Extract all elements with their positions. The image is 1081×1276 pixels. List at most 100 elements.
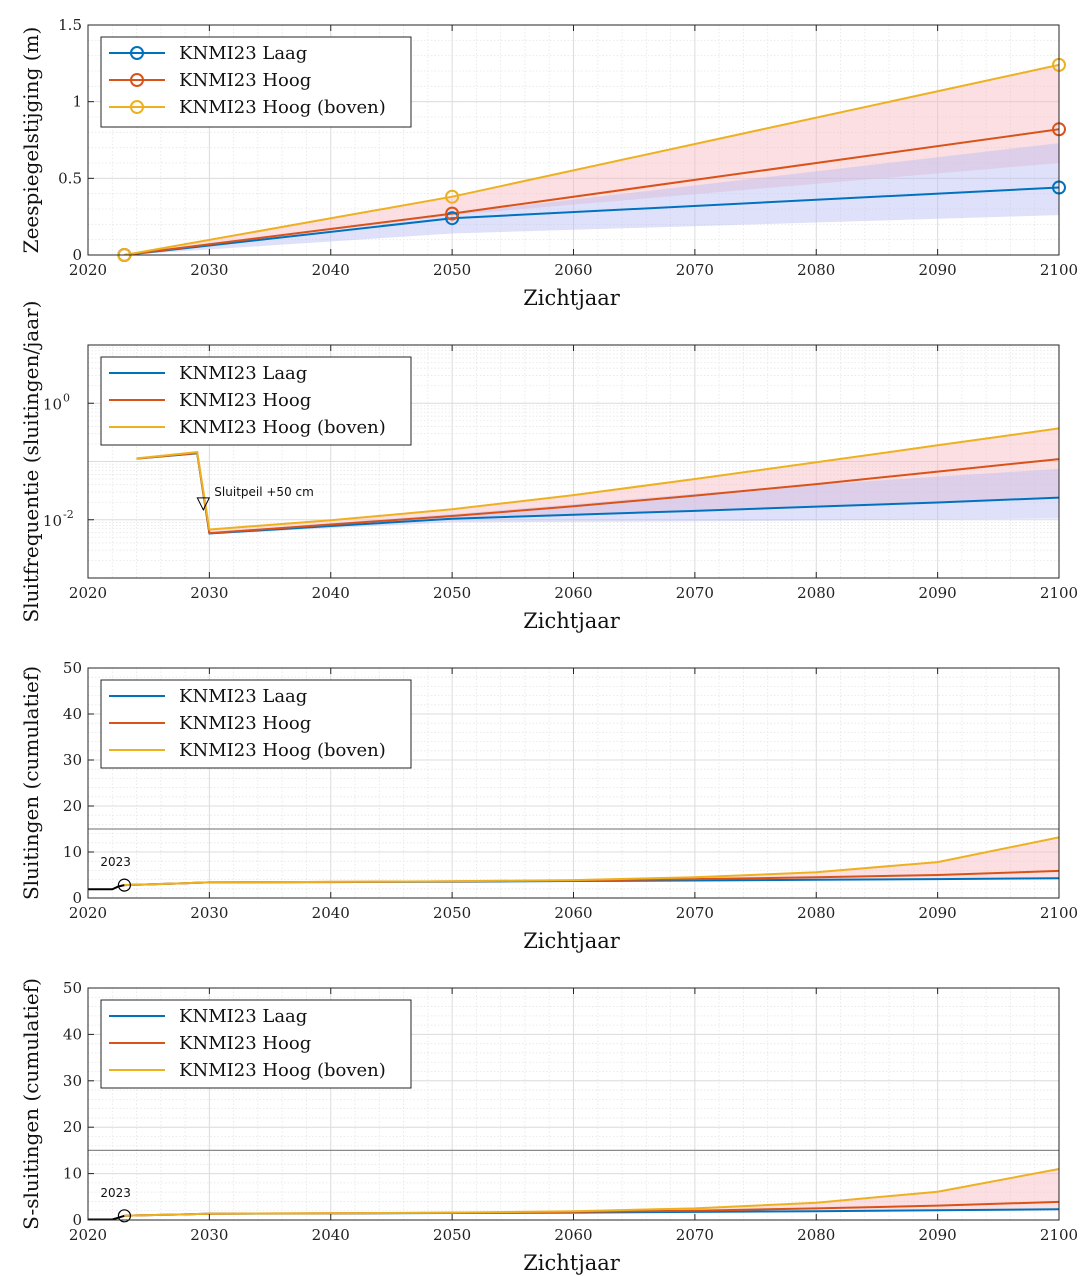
y-tick-label: 50 (63, 979, 82, 997)
x-tick-label: 2040 (312, 1226, 350, 1244)
legend-entry: KNMI23 Laag (179, 1006, 307, 1027)
x-tick-label: 2060 (554, 1226, 592, 1244)
series-marker-2 (445, 206, 460, 221)
uncertainty-band-red (209, 1169, 1059, 1214)
series-line-3 (124, 836, 1059, 887)
y-tick-label: 40 (63, 1025, 82, 1043)
series-line-2 (124, 128, 1059, 255)
x-tick-label: 2050 (433, 904, 471, 922)
plot-area (88, 828, 1059, 891)
x-tick-label: 2060 (554, 261, 592, 279)
y-tick-label: 0 (72, 246, 82, 264)
uncertainty-band-red (209, 837, 1059, 883)
legend-entry: KNMI23 Hoog (boven) (179, 740, 386, 761)
x-tick-label: 2100 (1040, 261, 1078, 279)
legend-entry: KNMI23 Laag (179, 686, 307, 707)
x-tick-label: 2030 (190, 1226, 228, 1244)
x-tick-label: 2100 (1040, 1226, 1078, 1244)
legend-entry: KNMI23 Hoog (179, 1033, 311, 1054)
series-line-3 (136, 427, 1059, 531)
x-tick-label: 2090 (919, 584, 957, 602)
triangle-marker (196, 497, 211, 511)
legend-entry: KNMI23 Laag (179, 363, 307, 384)
y-tick-label: 1.5 (58, 16, 82, 34)
y-axis-label: Sluitfrequentie (sluitingen/jaar) (19, 301, 43, 623)
x-tick-label: 2090 (919, 1226, 957, 1244)
series-line-3 (124, 63, 1059, 255)
uncertainty-band-red (124, 64, 1059, 255)
x-tick-label: 2050 (433, 584, 471, 602)
legend-entry: KNMI23 Hoog (179, 390, 311, 411)
x-tick-label: 2020 (69, 261, 107, 279)
y-tick-label: 20 (63, 1118, 82, 1136)
y-tick-label: 20 (63, 797, 82, 815)
x-tick-label: 2080 (797, 1226, 835, 1244)
history-line (88, 884, 125, 891)
x-tick-label: 2040 (312, 584, 350, 602)
x-tick-label: 2060 (554, 584, 592, 602)
y-tick-label: 10 (63, 1165, 82, 1183)
x-tick-label: 2070 (676, 904, 714, 922)
y-tick-label: 10 (43, 395, 62, 413)
y-tick-label: 10 (63, 843, 82, 861)
y-tick-exponent: -2 (63, 508, 74, 521)
legend-swatch-marker (130, 100, 144, 114)
x-tick-label: 2100 (1040, 584, 1078, 602)
x-axis-label: Zichtjaar (523, 286, 621, 310)
x-tick-label: 2050 (433, 1226, 471, 1244)
x-tick-label: 2020 (69, 584, 107, 602)
series-marker-3 (445, 189, 460, 204)
x-tick-label: 2040 (312, 904, 350, 922)
uncertainty-band-blue (124, 143, 1059, 255)
x-tick-label: 2100 (1040, 904, 1078, 922)
y-tick-label: 0 (72, 889, 82, 907)
y-axis-label: Zeespiegelstijging (m) (19, 27, 43, 254)
x-tick-label: 2030 (190, 584, 228, 602)
y-tick-label: 1 (72, 93, 82, 111)
chart-1: 2020 2030 2040 2050 2060 2070 2080 2090 2100 0 0.5… (19, 16, 1078, 310)
legend: KNMI23 Laag KNMI23 Hoog KNMI23 Hoog (boven… (100, 679, 412, 769)
x-tick-label: 2030 (190, 261, 228, 279)
legend-entry: KNMI23 Hoog (boven) (179, 1060, 386, 1081)
plot-area (136, 427, 1059, 535)
x-axis-label: Zichtjaar (523, 929, 621, 953)
start-point-marker (117, 1209, 132, 1223)
start-point-marker (117, 878, 132, 892)
x-tick-label: 2070 (676, 261, 714, 279)
start-point-label: 2023 (100, 855, 131, 869)
start-point-label: 2023 (100, 1186, 131, 1200)
legend: KNMI23 Laag KNMI23 Hoog KNMI23 Hoog (boven… (100, 36, 412, 128)
annotation-label: Sluitpeil +50 cm (214, 485, 314, 499)
legend-entry: KNMI23 Hoog (179, 713, 311, 734)
y-tick-exponent: 0 (63, 391, 70, 404)
legend: KNMI23 Laag KNMI23 Hoog KNMI23 Hoog (boven… (100, 999, 412, 1089)
y-axis-label: S-sluitingen (cumulatief) (19, 978, 43, 1230)
legend-swatch-marker (130, 46, 144, 60)
legend: KNMI23 Laag KNMI23 Hoog KNMI23 Hoog (boven… (100, 356, 412, 446)
legend-entry: KNMI23 Hoog (boven) (179, 97, 386, 118)
legend-entry: KNMI23 Hoog (179, 70, 311, 91)
plot-area (124, 63, 1059, 255)
series-marker-1 (445, 211, 460, 226)
y-tick-label: 30 (63, 1072, 82, 1090)
x-tick-label: 2080 (797, 584, 835, 602)
x-tick-label: 2060 (554, 904, 592, 922)
x-tick-label: 2080 (797, 904, 835, 922)
x-tick-label: 2030 (190, 904, 228, 922)
plot-area (88, 1149, 1059, 1220)
x-tick-label: 2090 (919, 261, 957, 279)
y-tick-label: 50 (63, 659, 82, 677)
y-tick-label: 0.5 (58, 169, 82, 187)
y-axis-label: Sluitingen (cumulatief) (19, 666, 43, 900)
chart-2: Sluitpeil +50 cm 2020 2030 2040 2050 2060 2070… (19, 301, 1078, 633)
x-tick-label: 2050 (433, 261, 471, 279)
legend-swatch-marker (130, 73, 144, 87)
x-tick-label: 2090 (919, 904, 957, 922)
y-tick-label: 10 (43, 512, 62, 530)
y-tick-label: 0 (72, 1211, 82, 1229)
legend-entry: KNMI23 Laag (179, 43, 307, 64)
x-tick-label: 2070 (676, 584, 714, 602)
x-tick-label: 2080 (797, 261, 835, 279)
x-axis-label: Zichtjaar (523, 609, 621, 633)
